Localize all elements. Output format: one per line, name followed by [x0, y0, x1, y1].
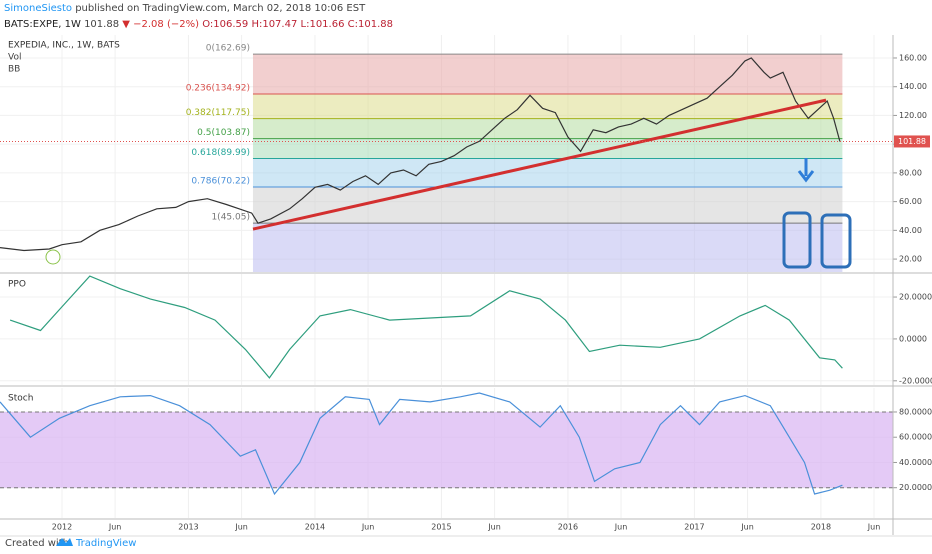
y-tick-label: 40.00 — [899, 226, 922, 235]
y-tick-label: -20.0000 — [899, 376, 932, 385]
fib-band — [252, 94, 843, 119]
last-price-box — [894, 135, 930, 148]
x-tick-label: Jun — [867, 523, 881, 532]
change: ▼ −2.08 (−2%) — [122, 19, 199, 30]
y-tick-label: 160.00 — [899, 53, 927, 62]
author[interactable]: SimoneSiesto — [4, 3, 72, 14]
last: 101.88 — [84, 19, 119, 30]
y-tick-label: 40.0000 — [899, 458, 932, 467]
y-tick-label: 0.0000 — [899, 334, 927, 343]
fib-label: 0.786(70.22) — [191, 176, 250, 186]
split-marker — [45, 249, 61, 265]
published: published on TradingView.com, March 02, … — [75, 3, 366, 14]
x-tick-label: Jun — [108, 523, 122, 532]
pane-title: PPO — [8, 280, 26, 290]
fib-band — [252, 118, 843, 139]
fib-label: 0.5(103.87) — [197, 128, 250, 138]
price-line — [0, 57, 841, 252]
price-line — [0, 392, 843, 496]
fib-label: 0(162.69) — [206, 44, 250, 54]
symbol-line: BATS:EXPE, 1W 101.88 ▼ −2.08 (−2%) O:106… — [4, 19, 393, 30]
x-tick-label: Jun — [487, 523, 501, 532]
pane — [0, 274, 893, 385]
fib-label: 0.382(117.75) — [186, 108, 250, 118]
fib-band — [252, 138, 843, 159]
x-tick-label: 2015 — [431, 523, 451, 532]
footer-brand[interactable]: TradingView — [75, 538, 136, 549]
header-line: SimoneSiesto published on TradingView.co… — [4, 3, 366, 14]
fib-label: 0.618(89.99) — [191, 148, 250, 158]
annotations — [45, 158, 852, 269]
fib-band — [252, 186, 843, 224]
x-tick-label: Jun — [740, 523, 754, 532]
fib-label: 0.236(134.92) — [186, 84, 250, 94]
y-tick-label: 80.00 — [899, 168, 922, 177]
x-tick-label: 2013 — [178, 523, 198, 532]
x-tick-label: 2014 — [305, 523, 325, 532]
fib-band — [252, 54, 843, 95]
y-tick-label: 20.0000 — [899, 483, 932, 492]
x-tick-label: Jun — [234, 523, 248, 532]
x-tick-label: 2012 — [52, 523, 72, 532]
symbol: BATS:EXPE, 1W — [4, 19, 81, 30]
y-tick-label: 60.00 — [899, 197, 922, 206]
x-tick-label: Jun — [614, 523, 628, 532]
y-tick-label: 20.00 — [899, 255, 922, 264]
price-line — [9, 275, 843, 379]
y-tick-label: 20.0000 — [899, 293, 932, 302]
indicator-label: Vol — [8, 53, 21, 63]
footer-created: Created with — [5, 538, 69, 549]
brand-logo — [56, 538, 73, 546]
y-tick-label: 60.0000 — [899, 433, 932, 442]
x-tick-label: 2018 — [811, 523, 831, 532]
y-tick-label: 80.0000 — [899, 407, 932, 416]
x-tick-label: Jun — [361, 523, 375, 532]
x-tick-label: 2016 — [558, 523, 578, 532]
y-tick-label: 120.00 — [899, 111, 927, 120]
last-price-label: 101.88 — [898, 137, 926, 146]
y-tick-label: 140.00 — [899, 82, 927, 91]
high: H:107.47 — [251, 19, 297, 30]
volume-highlight — [820, 213, 852, 269]
x-tick-label: 2017 — [684, 523, 704, 532]
open: O:106.59 — [202, 19, 248, 30]
indicator-label: BB — [8, 65, 20, 75]
stoch-band — [0, 411, 893, 488]
close: C:101.88 — [348, 19, 393, 30]
volume-highlight — [782, 211, 812, 269]
plot-layer: 20.0040.0060.0080.00100.00120.00140.0016… — [0, 35, 932, 535]
trendline — [252, 98, 827, 231]
pane-title: Stoch — [8, 394, 33, 404]
down-arrow — [797, 158, 815, 183]
fib-label: 1(45.05) — [211, 213, 250, 223]
low: L:101.66 — [301, 19, 345, 30]
pane-title: EXPEDIA, INC., 1W, BATS — [8, 41, 120, 51]
fib-band — [252, 223, 843, 272]
